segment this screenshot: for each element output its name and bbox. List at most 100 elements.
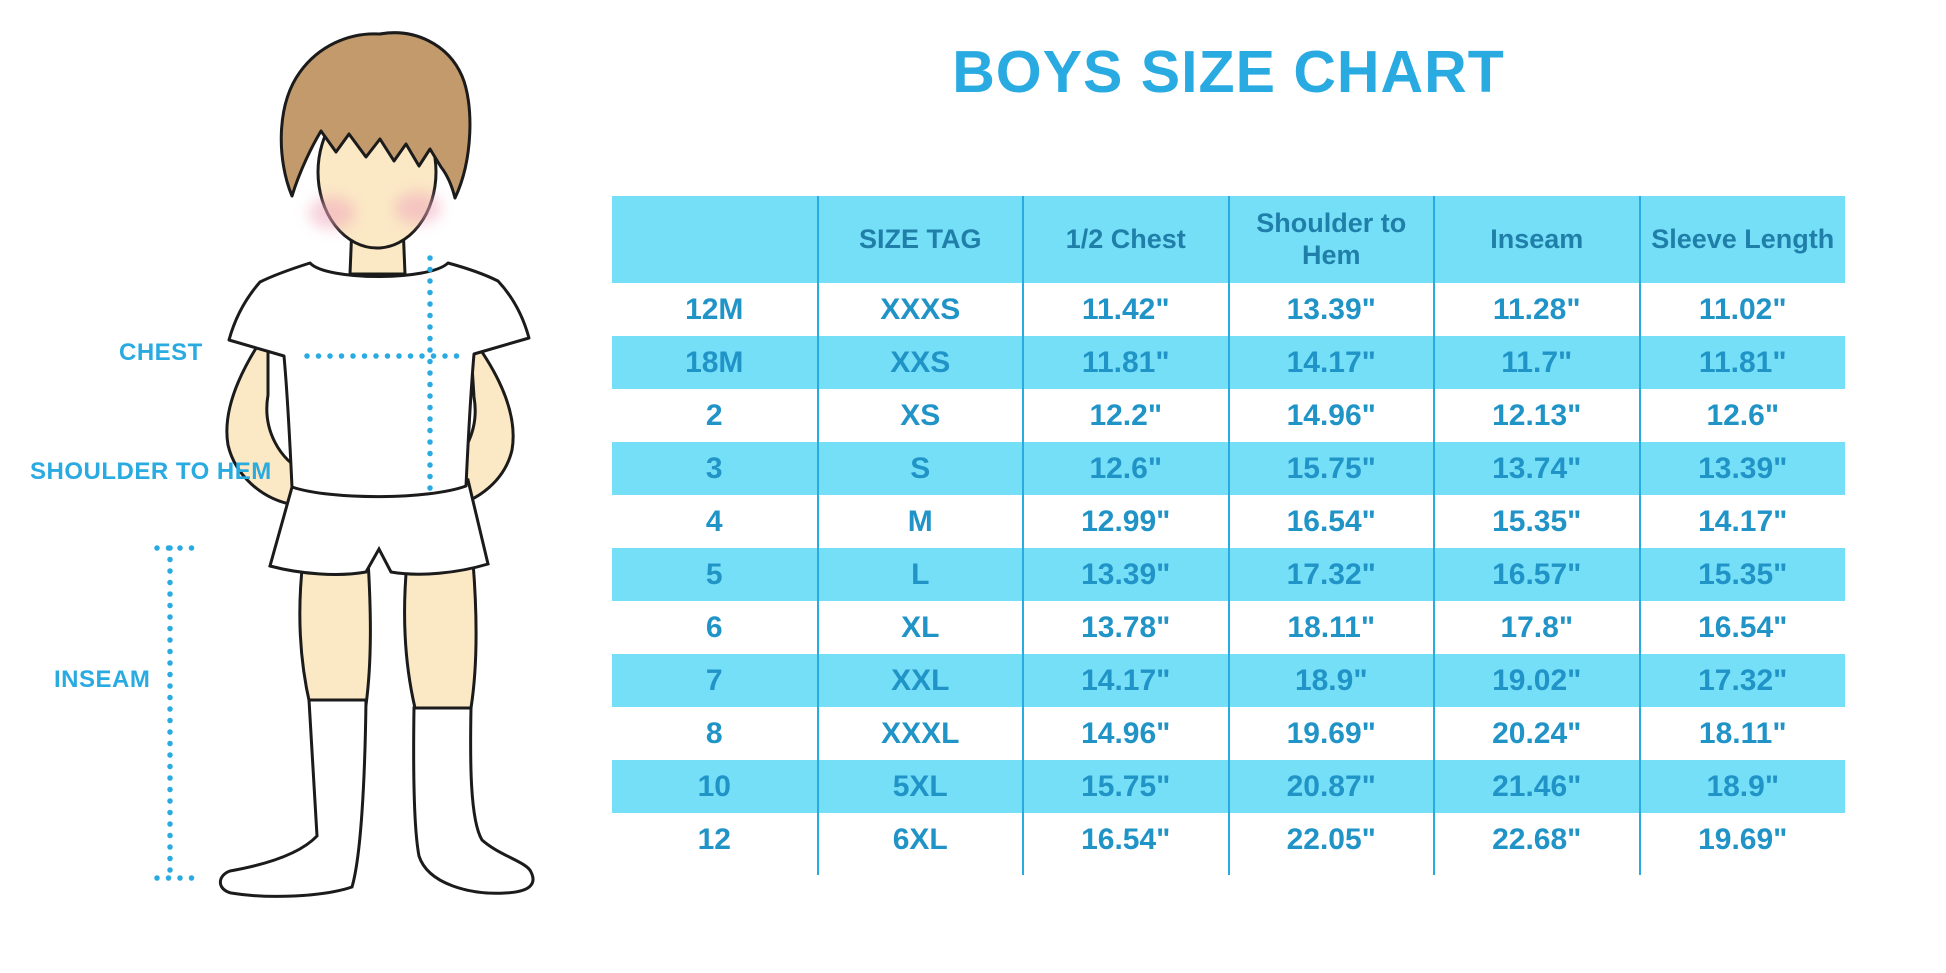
- table-cell: 14.96": [1023, 707, 1230, 760]
- table-cell: 13.39": [1023, 548, 1230, 601]
- header-blank: [612, 196, 819, 283]
- table-row: 2 XS 12.2" 14.96" 12.13" 12.6": [612, 389, 1845, 442]
- table-cell: XS: [817, 389, 1024, 442]
- table-cell: 7: [612, 654, 819, 707]
- table-cell: 18.9": [1228, 654, 1435, 707]
- table-cell: 20.87": [1228, 760, 1435, 813]
- table-row: 3 S 12.6" 15.75" 13.74" 13.39": [612, 442, 1845, 495]
- table-cell: 13.39": [1228, 283, 1435, 336]
- table-row: 10 5XL 15.75" 20.87" 21.46" 18.9": [612, 760, 1845, 813]
- page-title: BOYS SIZE CHART: [952, 39, 1505, 105]
- table-row: 18M XXS 11.81" 14.17" 11.7" 11.81": [612, 336, 1845, 389]
- shoulder-to-hem-label: SHOULDER TO HEM: [30, 458, 272, 485]
- table-cell: 13.78": [1023, 601, 1230, 654]
- spacer-cell: [1434, 866, 1641, 875]
- table-cell: 14.96": [1228, 389, 1435, 442]
- table-cell: 12.13": [1434, 389, 1641, 442]
- table-cell: 22.05": [1228, 813, 1435, 866]
- table-cell: 18.11": [1228, 601, 1435, 654]
- table-cell: 17.32": [1698, 663, 1788, 697]
- table-cell: 15.35": [1434, 495, 1641, 548]
- header-shoulder-to-hem: Shoulder to Hem: [1228, 196, 1435, 283]
- table-cell: 18.9": [1706, 769, 1780, 803]
- chest-label: CHEST: [119, 339, 203, 366]
- header-inseam: Inseam: [1434, 196, 1641, 283]
- table-row: 8 XXXL 14.96" 19.69" 20.24" 18.11": [612, 707, 1845, 760]
- table-cell: M: [817, 495, 1024, 548]
- table-cell: 3: [612, 442, 819, 495]
- table-cell: 15.35": [1698, 557, 1788, 591]
- table-cell: 15.75": [1023, 760, 1230, 813]
- spacer-cell: [612, 866, 819, 875]
- table-cell: 12: [612, 813, 819, 866]
- spacer-cell: [1640, 866, 1846, 875]
- boy-right-sock: [412, 706, 535, 895]
- table-cell: 6: [612, 601, 819, 654]
- table-row: 12 6XL 16.54" 22.05" 22.68" 19.69": [612, 813, 1845, 866]
- spacer-cell: [1228, 866, 1435, 875]
- table-cell: 22.68": [1434, 813, 1641, 866]
- table-cell: 4: [612, 495, 819, 548]
- spacer-cell: [1023, 866, 1230, 875]
- spacer-cell: [817, 866, 1024, 875]
- table-cell: XXS: [817, 336, 1024, 389]
- table-cell: 8: [612, 707, 819, 760]
- table-row: 5 L 13.39" 17.32" 16.57" 15.35": [612, 548, 1845, 601]
- header-size-tag: SIZE TAG: [817, 196, 1024, 283]
- table-cell: XXXL: [817, 707, 1024, 760]
- table-cell: 16.54": [1023, 813, 1230, 866]
- table-cell: 14.17": [1228, 336, 1435, 389]
- table-cell: 12.99": [1023, 495, 1230, 548]
- table-cell: 14.17": [1023, 654, 1230, 707]
- table-cell: 11.02": [1698, 292, 1787, 326]
- table-cell: 13.39": [1698, 451, 1788, 485]
- table-cell: 12.2": [1023, 389, 1230, 442]
- table-cell: 2: [612, 389, 819, 442]
- table-cell: 19.69": [1228, 707, 1435, 760]
- table-row: 4 M 12.99" 16.54" 15.35" 14.17": [612, 495, 1845, 548]
- boy-illustration: [154, 31, 535, 898]
- table-cell: 21.46": [1434, 760, 1641, 813]
- table-cell: S: [817, 442, 1024, 495]
- table-cell: 6XL: [817, 813, 1024, 866]
- table-cell: 11.81": [1698, 345, 1787, 379]
- table-cell: 16.57": [1434, 548, 1641, 601]
- table-header-row: SIZE TAG 1/2 Chest Shoulder to Hem Insea…: [612, 196, 1845, 283]
- table-cell: 12M: [612, 283, 819, 336]
- header-sleeve-length: Sleeve Length: [1639, 196, 1845, 283]
- table-cell: 19.02": [1434, 654, 1641, 707]
- boy-left-knee: [298, 558, 372, 707]
- table-bottom-divider-extension: [612, 866, 1845, 875]
- header-half-chest: 1/2 Chest: [1023, 196, 1230, 283]
- table-cell: 13.74": [1434, 442, 1641, 495]
- size-table-body: 12M XXXS 11.42" 13.39" 11.28" 11.02" 18M XXS 11.…: [612, 283, 1845, 875]
- table-cell: XXXS: [817, 283, 1024, 336]
- boy-right-cheek: [395, 192, 441, 224]
- table-cell: 17.8": [1434, 601, 1641, 654]
- table-cell: 5: [612, 548, 819, 601]
- inseam-label: INSEAM: [54, 666, 151, 693]
- table-cell: 12.6": [1023, 442, 1230, 495]
- table-cell: 17.32": [1228, 548, 1435, 601]
- table-cell: 5XL: [817, 760, 1024, 813]
- table-cell: L: [817, 548, 1024, 601]
- table-row: 6 XL 13.78" 18.11" 17.8" 16.54": [612, 601, 1845, 654]
- table-row: 7 XXL 14.17" 18.9" 19.02" 17.32": [612, 654, 1845, 707]
- size-chart: SIZE TAG 1/2 Chest Shoulder to Hem Insea…: [612, 196, 1845, 875]
- table-cell: 16.54": [1228, 495, 1435, 548]
- table-row: 12M XXXS 11.42" 13.39" 11.28" 11.02": [612, 283, 1845, 336]
- table-cell: 11.7": [1434, 336, 1641, 389]
- boy-left-arm: [225, 325, 307, 507]
- table-cell: XXL: [817, 654, 1024, 707]
- table-cell: 14.17": [1698, 504, 1788, 538]
- table-cell: 12.6": [1706, 398, 1780, 432]
- table-cell: 10: [612, 760, 819, 813]
- table-cell: 18.11": [1698, 716, 1787, 750]
- size-chart-table: SIZE TAG 1/2 Chest Shoulder to Hem Insea…: [612, 196, 1845, 875]
- table-cell: 11.28": [1434, 283, 1641, 336]
- boy-left-cheek: [309, 197, 355, 229]
- boy-shirt: [227, 261, 531, 499]
- boy-hair: [279, 31, 472, 200]
- boy-right-knee: [403, 560, 478, 710]
- table-cell: XL: [817, 601, 1024, 654]
